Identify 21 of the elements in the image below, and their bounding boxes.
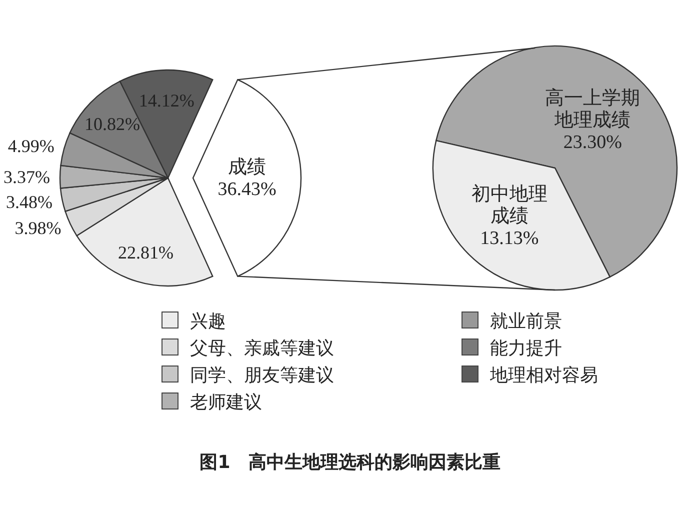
data-label: 36.43% [218, 179, 276, 200]
data-label: 3.48% [6, 192, 52, 212]
legend-label: 老师建议 [190, 392, 262, 412]
data-label: 10.82% [84, 114, 140, 134]
data-label: 4.99% [8, 136, 54, 156]
legend-label: 能力提升 [490, 338, 562, 358]
legend-label: 兴趣 [190, 311, 226, 331]
legend-label: 就业前景 [490, 311, 562, 331]
slice-label: 初中地理成绩 [471, 182, 548, 227]
text: 图1 高中生地理选科的影响因素比重 [200, 452, 500, 473]
slice-label: 成绩 [228, 157, 266, 178]
legend-label: 同学、朋友等建议 [190, 365, 334, 385]
legend-label: 父母、亲戚等建议 [190, 338, 334, 358]
data-label: 23.30% [563, 132, 622, 154]
data-label: 3.98% [14, 218, 62, 238]
data-label: 13.13% [480, 228, 539, 249]
slice-label: 高一上学期地理成绩 [545, 87, 640, 132]
data-label: 22.81% [118, 242, 174, 263]
data-label: 14.12% [138, 90, 194, 110]
data-label: 3.37% [4, 166, 50, 187]
legend-label: 地理相对容易 [489, 365, 598, 385]
